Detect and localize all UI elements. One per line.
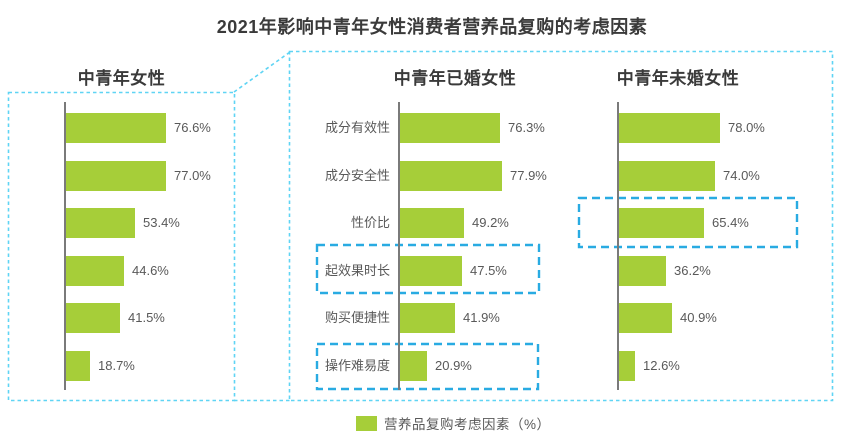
category-label: 成分安全性 (324, 168, 390, 183)
category-label: 购买便捷性 (324, 310, 390, 325)
bar (400, 256, 462, 286)
bar-value-label: 36.2% (674, 263, 711, 278)
y-axis (617, 102, 619, 390)
bar-value-label: 49.2% (472, 215, 509, 230)
bar (619, 256, 666, 286)
bar (66, 256, 124, 286)
bar-value-label: 12.6% (643, 358, 680, 373)
bar-value-label: 77.9% (510, 168, 547, 183)
bar-value-label: 41.5% (128, 310, 165, 325)
bar-value-label: 41.9% (463, 310, 500, 325)
bar (619, 303, 672, 333)
legend-swatch (356, 415, 377, 431)
bar (66, 208, 135, 238)
chart-title: 2021年影响中青年女性消费者营养品复购的考虑因素 (216, 17, 648, 37)
bar (400, 351, 427, 381)
bar-value-label: 44.6% (132, 263, 169, 278)
bar-value-label: 76.6% (174, 120, 211, 135)
legend-label: 营养品复购考虑因素（%） (384, 417, 551, 432)
bar-value-label: 18.7% (98, 358, 135, 373)
bar (619, 351, 635, 381)
bar (400, 208, 464, 238)
bar-value-label: 78.0% (728, 120, 765, 135)
bar (400, 113, 500, 143)
bar-value-label: 53.4% (143, 215, 180, 230)
category-label: 性价比 (350, 215, 390, 230)
category-label: 操作难易度 (324, 358, 390, 373)
legend: 营养品复购考虑因素（%） (356, 413, 551, 433)
bar (619, 208, 704, 238)
bar (66, 351, 90, 381)
bar (66, 113, 166, 143)
category-label: 成分有效性 (324, 120, 390, 135)
bar-value-label: 76.3% (508, 120, 545, 135)
panel-header-married-women: 中青年已婚女性 (393, 69, 517, 88)
callout-connector-top (233, 51, 291, 93)
bar (400, 161, 502, 191)
bar (66, 303, 120, 333)
bar-value-label: 20.9% (435, 358, 472, 373)
bar-value-label: 77.0% (174, 168, 211, 183)
panel-header-all-women: 中青年女性 (77, 69, 166, 88)
bar-value-label: 47.5% (470, 263, 507, 278)
y-axis (398, 102, 400, 390)
bar (66, 161, 166, 191)
bar-value-label: 65.4% (712, 215, 749, 230)
y-axis (64, 102, 66, 390)
bar-value-label: 40.9% (680, 310, 717, 325)
category-label: 起效果时长 (324, 263, 390, 278)
bar-value-label: 74.0% (723, 168, 760, 183)
panel-header-unmarried-women: 中青年未婚女性 (616, 69, 740, 88)
bar (619, 161, 715, 191)
bar (619, 113, 720, 143)
bar (400, 303, 455, 333)
